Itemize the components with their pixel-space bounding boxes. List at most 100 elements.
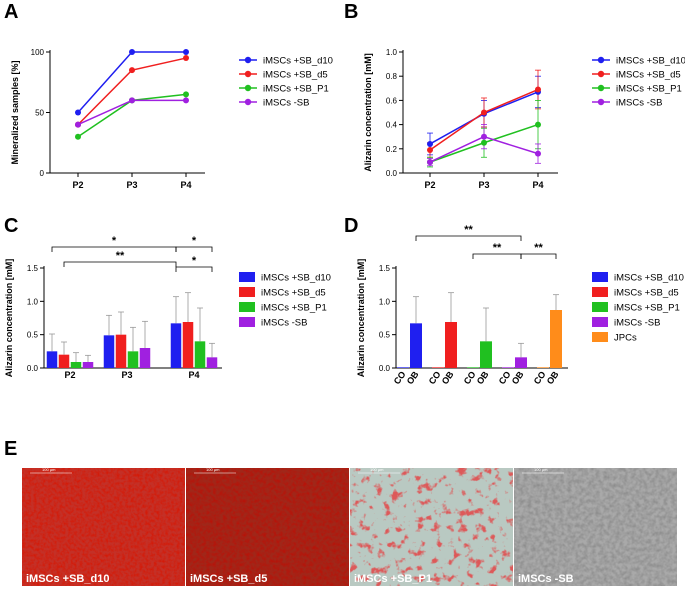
chart-d-y-tick-label: 0.5 bbox=[379, 331, 391, 340]
chart-c-x-tick-label: P4 bbox=[188, 370, 199, 380]
panel-letter-d: D bbox=[344, 215, 358, 237]
chart-b-legend-label: iMSCs +SB_d10 bbox=[616, 56, 685, 67]
chart-d-bar-ob bbox=[445, 322, 457, 368]
chart-d-x-tick-label: OB bbox=[405, 369, 421, 386]
chart-d-x-tick-label: OB bbox=[545, 369, 561, 386]
chart-b-y-tick-label: 0.8 bbox=[386, 72, 398, 81]
chart-b-point bbox=[535, 150, 541, 157]
chart-a-x-tick-label: P4 bbox=[180, 180, 191, 190]
chart-d-bar-ob bbox=[550, 310, 562, 368]
chart-d-x-tick-label: OB bbox=[510, 369, 526, 386]
chart-a-x-tick-label: P3 bbox=[126, 180, 137, 190]
chart-d-bar-co bbox=[432, 367, 444, 368]
chart-c-legend-swatch bbox=[239, 317, 255, 327]
chart-d-x-tick-label: OB bbox=[440, 369, 456, 386]
chart-b-y-tick-label: 0.6 bbox=[386, 96, 398, 105]
chart-d-alizarin-co-ob: 0.0 0.5 1.0 1.5 Alizarin concentration [mM] C… bbox=[356, 224, 684, 386]
chart-d-bar-co bbox=[537, 367, 549, 368]
chart-d-x-tick-label: OB bbox=[475, 369, 491, 386]
chart-d-significance-label: ** bbox=[493, 242, 502, 254]
chart-c-bar bbox=[170, 323, 182, 368]
chart-a-legend-label: iMSCs -SB bbox=[263, 98, 309, 109]
chart-b-x-tick-label: P4 bbox=[532, 180, 543, 190]
chart-d-y-tick-label: 1.0 bbox=[379, 297, 391, 306]
chart-c-bar bbox=[70, 362, 82, 368]
chart-c-legend-label: iMSCs +SB_d5 bbox=[261, 288, 326, 299]
chart-d-bar-ob bbox=[480, 341, 492, 368]
chart-c-y-tick-label: 1.0 bbox=[27, 297, 39, 306]
chart-b-y-tick-label: 1.0 bbox=[386, 48, 398, 57]
chart-d-bar-ob bbox=[515, 357, 527, 368]
chart-d-legend-label: iMSCs +SB_P1 bbox=[614, 303, 680, 314]
chart-a-series-line bbox=[77, 99, 186, 126]
chart-d-legend-swatch bbox=[592, 332, 608, 342]
chart-d-legend-swatch bbox=[592, 272, 608, 282]
chart-d-legend-label: iMSCs -SB bbox=[614, 318, 660, 329]
chart-b-y-tick-label: 0.0 bbox=[386, 169, 398, 178]
chart-c-legend-swatch bbox=[239, 302, 255, 312]
chart-b-legend-marker bbox=[597, 70, 605, 78]
chart-c-y-axis-label: Alizarin concentration [mM] bbox=[4, 259, 14, 378]
chart-a-x-tick-label: P2 bbox=[72, 180, 83, 190]
chart-d-bar-co bbox=[397, 367, 409, 368]
micrograph-caption-4: iMSCs -SB bbox=[518, 573, 574, 585]
chart-a-point bbox=[129, 49, 135, 55]
chart-c-legend-label: iMSCs +SB_d10 bbox=[261, 273, 331, 284]
chart-b-point bbox=[535, 86, 541, 93]
chart-b-x-tick-label: P3 bbox=[478, 180, 489, 190]
chart-d-significance-bracket bbox=[472, 253, 522, 259]
chart-d-x-tick-label: CO bbox=[497, 369, 513, 386]
chart-d-y-axis-label: Alizarin concentration [mM] bbox=[356, 259, 366, 378]
chart-c-significance-bracket bbox=[63, 261, 177, 267]
micrograph-strip: 100 µm iMSCs +SB_d10 100 µm iMSCs +SB_d5… bbox=[22, 467, 677, 586]
chart-a-point bbox=[183, 55, 189, 62]
chart-d-legend-label: JPCs bbox=[614, 333, 637, 344]
chart-c-y-tick-label: 1.5 bbox=[27, 264, 39, 273]
chart-d-bar-co bbox=[467, 367, 479, 368]
chart-c-y-tick-label: 0.5 bbox=[27, 331, 39, 340]
chart-c-bar bbox=[194, 341, 206, 368]
chart-c-significance-bracket bbox=[51, 246, 177, 252]
chart-a-legend-label: iMSCs +SB_d10 bbox=[263, 56, 333, 67]
chart-a-point bbox=[183, 91, 189, 98]
micrograph-3: 100 µm iMSCs +SB_P1 bbox=[350, 467, 513, 586]
chart-b-point bbox=[481, 139, 487, 146]
chart-c-y-tick-label: 0.0 bbox=[27, 364, 39, 373]
chart-c-bar bbox=[103, 335, 115, 368]
chart-a-mineralized-samples: 0 50 100 Mineralized samples [%] P2 P3 P4 iMSCs… bbox=[10, 48, 333, 190]
chart-c-legend-label: iMSCs +SB_P1 bbox=[261, 303, 327, 314]
chart-d-legend-label: iMSCs +SB_d10 bbox=[614, 273, 684, 284]
chart-a-legend-label: iMSCs +SB_d5 bbox=[263, 70, 328, 81]
chart-d-legend-swatch bbox=[592, 302, 608, 312]
chart-d-y-tick-label: 1.5 bbox=[379, 264, 391, 273]
chart-c-significance-label: * bbox=[112, 235, 117, 247]
micrograph-2: 100 µm iMSCs +SB_d5 bbox=[186, 467, 349, 586]
chart-d-x-tick-label: CO bbox=[392, 369, 408, 386]
chart-c-x-tick-label: P2 bbox=[64, 370, 75, 380]
micrograph-caption-2: iMSCs +SB_d5 bbox=[190, 573, 267, 585]
chart-b-point bbox=[427, 147, 433, 154]
chart-c-bar bbox=[115, 334, 127, 368]
chart-a-y-tick-label: 100 bbox=[31, 48, 45, 57]
chart-b-legend-marker bbox=[597, 98, 605, 106]
chart-a-point bbox=[75, 121, 81, 128]
chart-b-point bbox=[427, 159, 433, 166]
chart-b-alizarin-line: 0.0 0.2 0.4 0.6 0.8 1.0 Alizarin concentration… bbox=[363, 48, 685, 190]
chart-b-y-axis-label: Alizarin concentration [mM] bbox=[363, 53, 373, 172]
chart-c-significance-bracket bbox=[175, 246, 213, 252]
chart-d-x-tick-label: CO bbox=[427, 369, 443, 386]
chart-c-legend-swatch bbox=[239, 272, 255, 282]
chart-b-point bbox=[481, 133, 487, 140]
micrograph-caption-1: iMSCs +SB_d10 bbox=[26, 573, 109, 585]
chart-b-y-tick-label: 0.2 bbox=[386, 145, 398, 154]
chart-d-significance-bracket bbox=[415, 235, 522, 241]
chart-a-point bbox=[183, 49, 189, 55]
panel-letter-b: B bbox=[344, 1, 358, 23]
chart-b-point bbox=[481, 109, 487, 116]
chart-b-legend-marker bbox=[597, 84, 605, 92]
chart-a-point bbox=[129, 97, 135, 104]
chart-d-significance-bracket bbox=[520, 253, 557, 259]
chart-d-bar-co bbox=[502, 367, 514, 368]
scale-bar-label-1: 100 µm bbox=[42, 467, 56, 472]
